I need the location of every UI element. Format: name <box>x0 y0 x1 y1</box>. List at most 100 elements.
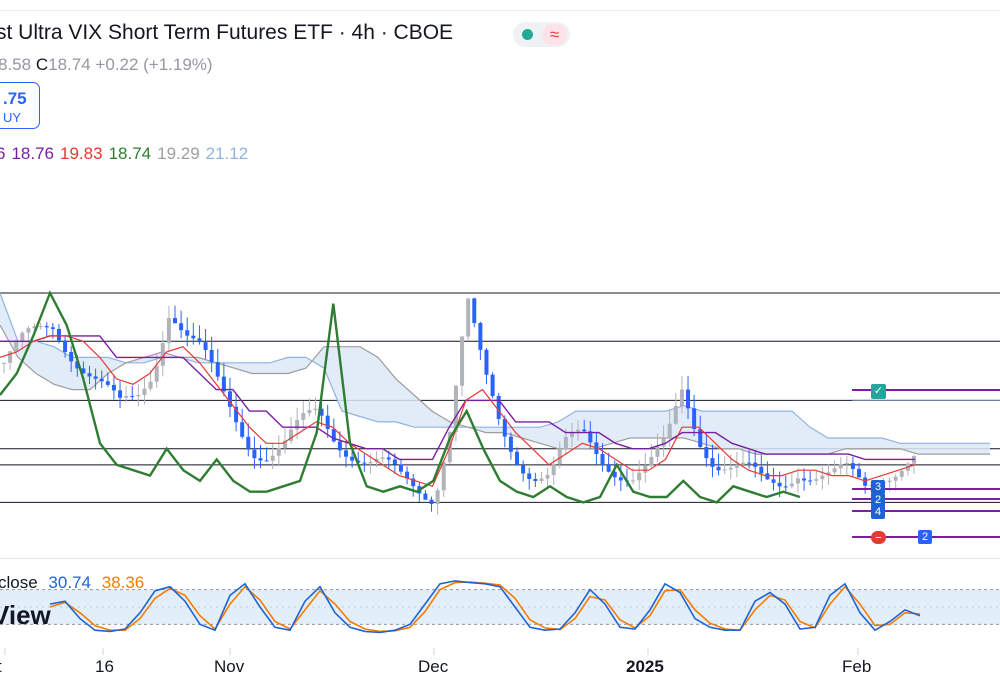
candle-body <box>350 456 355 461</box>
badge-3[interactable]: 3 <box>871 480 885 494</box>
candle-body <box>563 437 568 450</box>
candle-body <box>698 429 703 447</box>
badge-2-lower[interactable]: 2 <box>918 530 932 544</box>
candle-body <box>331 429 336 442</box>
candle-body <box>582 429 587 432</box>
senkou-b-line <box>0 324 990 455</box>
candle-body <box>508 436 513 452</box>
candle-body <box>789 483 794 487</box>
candle-body <box>618 477 623 481</box>
candle-body <box>551 464 556 475</box>
candle-body <box>209 350 214 363</box>
candle-body <box>362 462 367 464</box>
ichimoku-value-0: 6 <box>0 144 6 163</box>
candle-body <box>337 441 342 451</box>
stop-icon[interactable]: − <box>871 531 886 544</box>
candle-body <box>478 323 483 350</box>
candle-body <box>8 351 13 363</box>
candle-body <box>20 332 25 341</box>
candle-body <box>50 327 55 329</box>
candle-body <box>826 472 831 476</box>
candle-body <box>484 349 489 375</box>
ichimoku-cloud <box>0 293 990 455</box>
candle-body <box>130 396 135 398</box>
candle-body <box>246 436 251 450</box>
candle-body <box>276 448 281 456</box>
candle-body <box>521 465 526 474</box>
candle-body <box>747 462 752 464</box>
candle-body <box>545 474 550 479</box>
candle-body <box>411 478 416 487</box>
candle-body <box>649 456 654 466</box>
candle-body <box>234 406 239 423</box>
candle-body <box>533 478 538 481</box>
ichimoku-value-5: 21.12 <box>205 144 249 163</box>
candle-body <box>179 323 184 331</box>
brand-watermark: View <box>0 600 51 630</box>
candle-body <box>667 423 672 439</box>
candle-body <box>405 471 410 479</box>
chikou-line <box>0 290 801 504</box>
x-tick-1: 16 <box>95 657 114 676</box>
candle-body <box>173 318 178 324</box>
candle-body <box>759 466 764 474</box>
candle-body <box>240 422 245 437</box>
candle-body <box>887 480 892 483</box>
ichimoku-value-1: 18.76 <box>11 144 55 163</box>
buy-label: UY <box>3 110 22 125</box>
candle-body <box>857 468 862 478</box>
badge-4[interactable]: 4 <box>871 505 885 519</box>
stochastic-legend: close 30.74 38.36 <box>0 573 144 593</box>
ohlc-open: 8.58 <box>0 55 32 74</box>
candle-body <box>270 455 275 461</box>
candle-body <box>612 471 617 478</box>
candle-body <box>838 464 843 469</box>
candle-body <box>197 338 202 343</box>
candle-body <box>466 298 471 337</box>
candle-body <box>99 378 104 382</box>
candle-body <box>460 336 465 386</box>
candle-body <box>423 493 428 500</box>
candle-body <box>777 482 782 487</box>
candle-body <box>686 389 691 409</box>
candle-body <box>160 343 165 366</box>
candle-body <box>93 376 98 379</box>
pane-separator[interactable] <box>0 558 1000 559</box>
candle-body <box>386 457 391 460</box>
candle-body <box>557 449 562 465</box>
check-icon[interactable]: ✓ <box>871 384 886 399</box>
stoch-d-value: 38.36 <box>101 573 145 592</box>
candle-body <box>637 472 642 481</box>
candle-body <box>221 376 226 392</box>
candle-body <box>569 431 574 438</box>
ichimoku-value-2: 19.83 <box>60 144 103 163</box>
ohlc-close: 18.74 <box>48 55 91 74</box>
symbol-title[interactable]: st Ultra VIX Short Term Futures ETF · 4h… <box>0 21 454 44</box>
badge-2[interactable]: 2 <box>871 493 885 507</box>
x-tick-5: Feb <box>842 657 872 676</box>
candle-body <box>600 454 605 465</box>
candle-body <box>753 462 758 467</box>
ohlc-close-label: C <box>35 55 49 74</box>
candle-body <box>802 478 807 481</box>
candle-body <box>496 396 501 419</box>
candle-body <box>264 460 269 462</box>
candle-body <box>808 480 813 482</box>
candle-body <box>282 440 287 449</box>
status-pill[interactable]: ≈ <box>513 22 570 47</box>
candle-body <box>215 362 220 377</box>
ichimoku-values: 6 18.76 19.83 18.74 19.29 21.12 <box>0 144 254 164</box>
candle-body <box>319 408 324 416</box>
stoch-k-line <box>49 580 921 634</box>
candle-body <box>313 408 318 411</box>
candle-body <box>527 473 532 479</box>
candle-body <box>844 463 849 465</box>
candle-body <box>704 446 709 459</box>
candle-body <box>203 342 208 351</box>
candle-body <box>679 389 684 407</box>
candle-body <box>38 326 43 328</box>
candle-body <box>14 340 19 352</box>
x-tick-3: Dec <box>418 657 449 676</box>
buy-button[interactable]: .75 UY <box>0 82 40 129</box>
